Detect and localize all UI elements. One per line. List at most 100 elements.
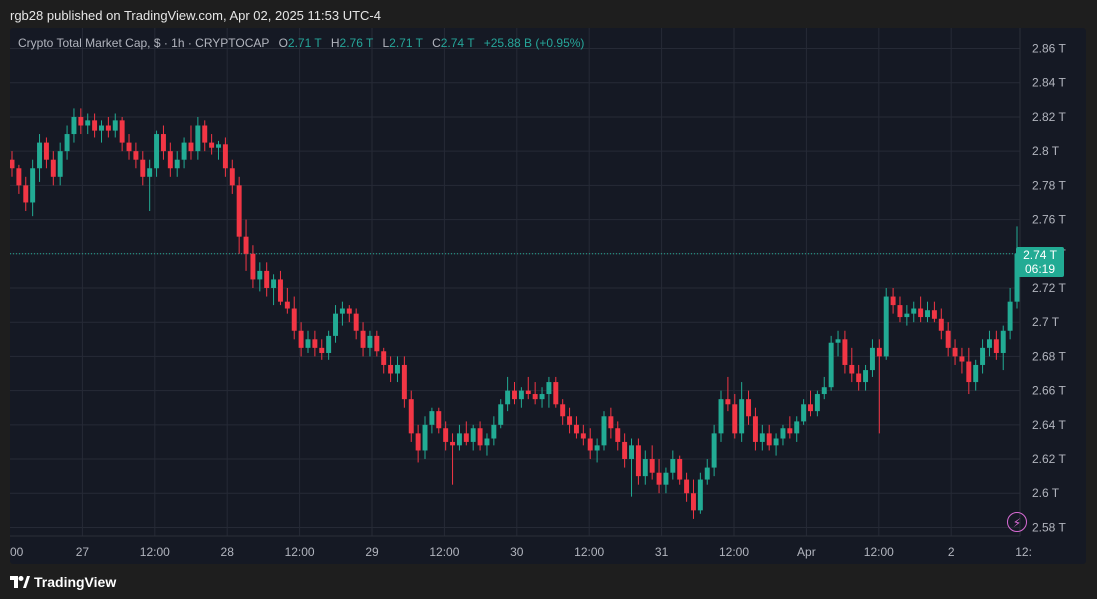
candle-body (491, 424, 497, 439)
y-tick-label: 2.68 T (1032, 349, 1066, 363)
candle-body (257, 270, 263, 280)
candle-body (512, 390, 517, 400)
candle-body (37, 142, 43, 169)
candle-body (814, 394, 820, 412)
candle-body (794, 421, 800, 434)
candle-body (993, 339, 999, 353)
candle-body (931, 310, 937, 319)
candle-body (629, 445, 634, 460)
candle-body (677, 459, 683, 480)
last-price-value: 2.74 T (1023, 247, 1057, 262)
candle-body (284, 301, 290, 309)
candle-body (291, 308, 297, 331)
x-tick-label: 12:00 (574, 545, 604, 559)
brand-name: TradingView (34, 574, 117, 590)
y-tick-label: 2.58 T (1032, 520, 1066, 534)
candle-body (973, 364, 979, 383)
candle-body (663, 472, 669, 485)
lightning-icon[interactable]: ⚡ (1007, 512, 1027, 532)
candle-body (188, 142, 194, 152)
candle-body (463, 433, 469, 442)
candle-body (23, 185, 29, 203)
tradingview-logo-icon (10, 576, 30, 588)
candle-body (718, 399, 724, 434)
candle-body (587, 438, 593, 451)
y-tick-label: 2.76 T (1032, 213, 1066, 227)
tradingview-logo[interactable]: TradingView (10, 574, 116, 590)
x-tick-label: 2 (948, 545, 955, 559)
candle-body (752, 416, 758, 442)
candle-body (780, 428, 786, 439)
candle-body (174, 159, 180, 169)
ohlc-legend: Crypto Total Market Cap, $ · 1h · CRYPTO… (18, 36, 584, 50)
candle-body (105, 125, 111, 131)
candle-body (250, 253, 256, 280)
candle-body (167, 151, 173, 169)
chart-panel[interactable]: 2.58 T 2.6 T 2.62 T 2.64 T 2.66 T 2.68 T 2.7 T… (10, 28, 1086, 564)
candle-body (649, 459, 655, 473)
symbol-label[interactable]: Crypto Total Market Cap, $ · 1h · CRYPTO… (18, 36, 270, 50)
candlestick-chart[interactable]: 2.58 T 2.6 T 2.62 T 2.64 T 2.66 T 2.68 T 2.7 T… (10, 28, 1086, 564)
close-label: C (432, 36, 441, 50)
candle-body (78, 116, 84, 126)
candle-body (1014, 253, 1020, 302)
candle-body (202, 125, 208, 143)
candle-body (353, 313, 359, 331)
candle-body (539, 394, 545, 400)
candle-body (518, 390, 524, 400)
candle-body (388, 364, 394, 374)
candle-body (10, 159, 15, 169)
bar-countdown: 06:19 (1024, 261, 1056, 276)
publish-caption: rgb28 published on TradingView.com, Apr … (10, 8, 381, 23)
candle-body (642, 459, 648, 477)
candle-body (801, 404, 807, 422)
candle-body (209, 142, 215, 148)
candle-body (808, 404, 813, 412)
candle-body (938, 318, 944, 331)
candle-body (697, 479, 703, 511)
x-tick-label: 27 (76, 545, 90, 559)
last-price-tag: 2.74 T 06:19 (1016, 246, 1064, 277)
candle-body (525, 390, 531, 395)
candle-body (553, 382, 559, 405)
candle-body (580, 433, 586, 439)
candle-body (635, 445, 641, 477)
candle-body (863, 370, 869, 383)
candle-body (842, 339, 848, 365)
candle-body (656, 472, 662, 485)
candle-body (367, 335, 373, 348)
change-value: +25.88 B (+0.95%) (483, 36, 585, 50)
candle-body (229, 168, 235, 186)
candle-body (71, 116, 77, 135)
candle-body (436, 411, 442, 429)
candle-body (883, 296, 889, 357)
x-tick-label: 12:00 (719, 545, 749, 559)
candle-body (532, 394, 538, 400)
candle-body (126, 142, 132, 152)
low-label: L (382, 36, 390, 50)
candle-body (222, 144, 228, 169)
candle-body (181, 142, 187, 160)
candle-body (546, 382, 552, 395)
candle-body (326, 335, 332, 353)
candle-body (401, 364, 407, 400)
candle-body (911, 308, 917, 314)
candle-body (959, 356, 965, 362)
high-label: H (330, 36, 340, 50)
candle-body (160, 134, 166, 152)
candle-body (147, 168, 153, 177)
candle-body (746, 399, 752, 417)
candle-body (443, 428, 449, 442)
candle-body (92, 120, 98, 131)
y-tick-label: 2.7 T (1032, 315, 1060, 329)
candle-body (30, 168, 36, 203)
y-tick-label: 2.62 T (1032, 452, 1066, 466)
candle-body (849, 364, 855, 374)
x-tick-label: Apr (797, 545, 816, 559)
y-tick-label: 2.6 T (1032, 486, 1060, 500)
candle-body (505, 390, 511, 405)
candle-body (140, 159, 146, 177)
candle-body (470, 428, 476, 442)
candle-body (264, 270, 270, 288)
x-tick-label: 12: (1015, 545, 1032, 559)
